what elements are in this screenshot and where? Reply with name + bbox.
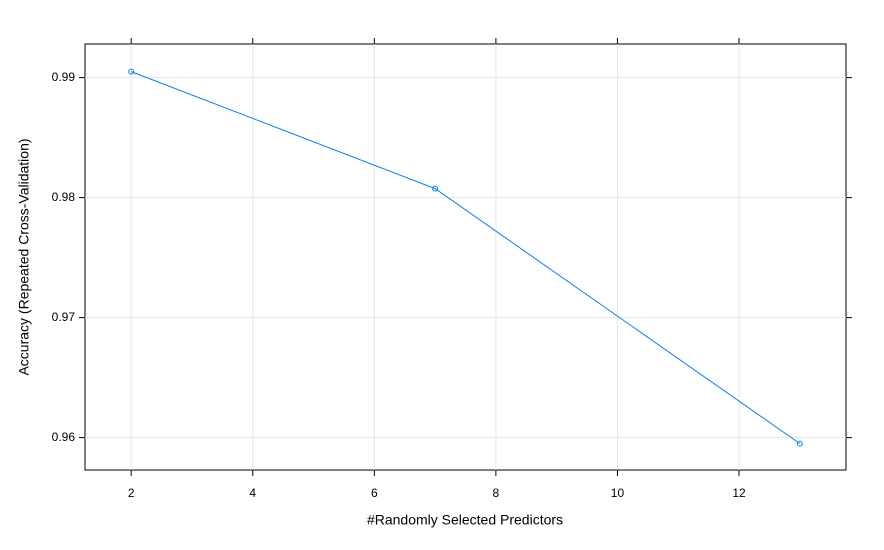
x-tick-label: 12: [732, 486, 746, 500]
x-tick-label: 8: [493, 486, 500, 500]
y-axis-title: Accuracy (Repeated Cross-Validation): [16, 138, 32, 375]
x-axis-title: #Randomly Selected Predictors: [367, 512, 563, 528]
y-tick-label: 0.97: [52, 310, 76, 324]
x-tick-label: 6: [371, 486, 378, 500]
y-tick-label: 0.96: [52, 430, 76, 444]
y-tick-label: 0.99: [52, 70, 76, 84]
data-point: [128, 68, 135, 75]
y-tick-label: 0.98: [52, 190, 76, 204]
x-tick-label: 4: [249, 486, 256, 500]
data-line: [131, 71, 801, 445]
plot-frame: [84, 43, 847, 471]
data-point: [796, 440, 803, 447]
x-tick-label: 10: [611, 486, 625, 500]
data-point: [432, 185, 439, 192]
x-tick-label: 2: [128, 486, 135, 500]
